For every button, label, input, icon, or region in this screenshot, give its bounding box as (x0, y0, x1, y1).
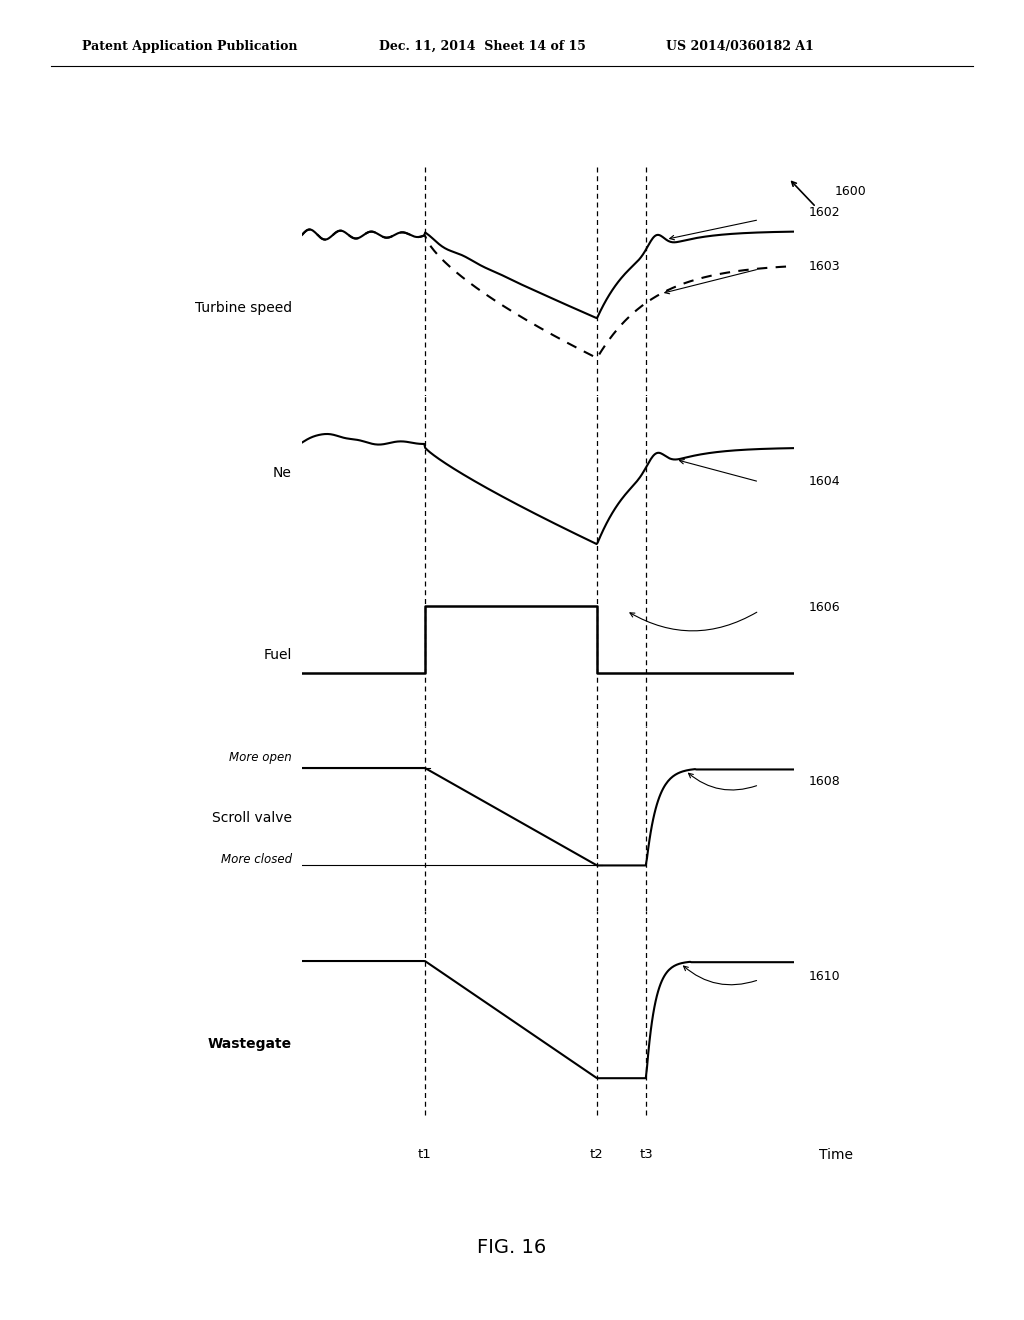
Text: FIG. 16: FIG. 16 (477, 1238, 547, 1257)
Text: 1602: 1602 (809, 206, 841, 219)
Text: US 2014/0360182 A1: US 2014/0360182 A1 (666, 40, 813, 53)
Text: 1608: 1608 (809, 775, 841, 788)
Text: More closed: More closed (221, 853, 292, 866)
Text: More open: More open (229, 751, 292, 764)
Text: Patent Application Publication: Patent Application Publication (82, 40, 297, 53)
Text: Wastegate: Wastegate (208, 1036, 292, 1051)
Text: t3: t3 (639, 1148, 653, 1162)
Text: t1: t1 (418, 1148, 432, 1162)
Text: Time: Time (819, 1148, 853, 1163)
Text: 1603: 1603 (809, 260, 841, 273)
Text: 1600: 1600 (835, 185, 866, 198)
Text: Scroll valve: Scroll valve (212, 812, 292, 825)
Text: 1604: 1604 (809, 475, 841, 488)
Text: Ne: Ne (273, 466, 292, 480)
Text: 1606: 1606 (809, 601, 841, 614)
Text: t2: t2 (590, 1148, 604, 1162)
Text: Dec. 11, 2014  Sheet 14 of 15: Dec. 11, 2014 Sheet 14 of 15 (379, 40, 586, 53)
Text: Fuel: Fuel (263, 648, 292, 661)
Text: Turbine speed: Turbine speed (195, 301, 292, 315)
Text: 1610: 1610 (809, 970, 841, 983)
